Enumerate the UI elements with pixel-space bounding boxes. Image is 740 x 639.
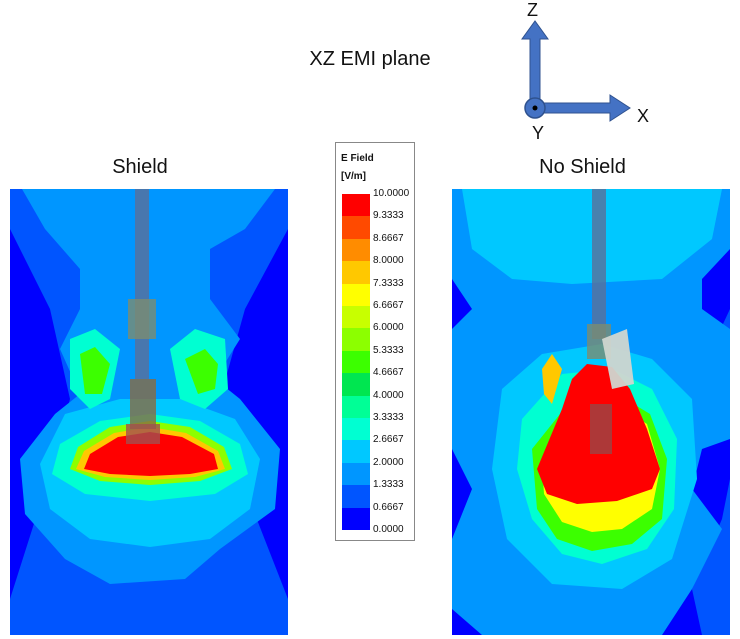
legend-tick-label: 9.3333 — [373, 210, 404, 222]
legend-swatch — [342, 418, 370, 441]
legend-tick-label: 4.0000 — [373, 389, 404, 401]
legend-tick-label: 8.0000 — [373, 255, 404, 267]
y-axis-dot — [532, 105, 538, 111]
legend-tick-label: 8.6667 — [373, 232, 404, 244]
no-shield-field-plot — [452, 189, 730, 635]
legend-swatch — [342, 306, 370, 329]
legend-swatch — [342, 238, 370, 262]
legend-tick-label: 0.0000 — [373, 524, 404, 535]
shield-panel-title: Shield — [112, 156, 168, 178]
legend-unit: [V/m] — [341, 171, 366, 182]
no-shield-panel-title: No Shield — [539, 156, 626, 178]
legend-tick-label: 6.0000 — [373, 322, 404, 334]
legend-tick-label: 3.3333 — [373, 412, 404, 423]
legend-tick-label: 1.3333 — [373, 479, 404, 491]
legend-title: E Field — [341, 153, 374, 164]
legend-swatch — [342, 350, 370, 374]
color-scale-legend: E Field [V/m] 10.0000 9.3333 8.6667 8.0000 7… — [335, 142, 415, 541]
coordinate-axes — [521, 20, 631, 122]
shield-field-plot — [10, 189, 288, 635]
legend-swatch — [342, 328, 370, 352]
legend-tick-label: 2.0000 — [373, 456, 404, 468]
legend-tick-label: 0.6667 — [373, 501, 404, 513]
legend-tick-label: 10.0000 — [373, 188, 410, 199]
z-axis-label: Z — [527, 0, 538, 20]
y-axis-label: Y — [532, 123, 545, 143]
legend-swatch — [342, 395, 370, 419]
legend-tick-label: 4.6667 — [373, 367, 404, 379]
legend-swatch — [342, 440, 370, 464]
legend-swatch — [342, 507, 370, 531]
legend-tick-label: 6.6667 — [373, 300, 404, 311]
x-axis-label: X — [637, 106, 650, 126]
legend-tick-label: 2.6667 — [373, 434, 404, 446]
legend-swatch — [342, 194, 370, 217]
legend-tick-label: 5.3333 — [373, 344, 404, 356]
legend-swatch — [342, 462, 370, 486]
figure-title: XZ EMI plane — [309, 48, 431, 70]
legend-swatch — [342, 261, 370, 285]
legend-swatch — [342, 283, 370, 307]
legend-swatch — [342, 216, 370, 240]
z-axis-arrow — [521, 20, 549, 108]
legend-tick-label: 7.3333 — [373, 277, 404, 289]
x-axis-arrow — [534, 94, 631, 122]
legend-swatch — [342, 485, 370, 509]
legend-swatch — [342, 373, 370, 397]
